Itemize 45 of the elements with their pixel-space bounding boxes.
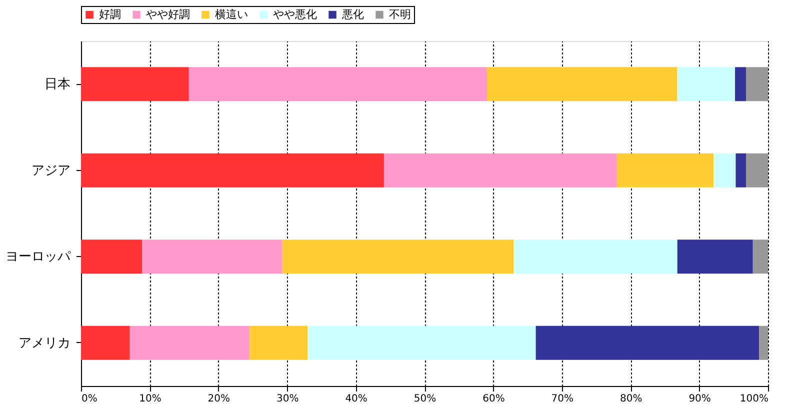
bar — [735, 67, 746, 102]
legend-label: 不明 — [389, 8, 411, 21]
x-tick-label: 100% — [740, 394, 768, 404]
y-tick-label: ヨーロッパ — [6, 250, 72, 265]
x-tick-label: 60% — [482, 394, 505, 404]
bar — [677, 67, 736, 102]
bar — [752, 240, 768, 274]
legend-label: やや悪化 — [273, 8, 317, 21]
bar — [81, 326, 130, 360]
bar — [514, 240, 678, 274]
bar — [746, 153, 768, 188]
bar — [81, 67, 189, 102]
legend-label: やや好調 — [146, 8, 190, 21]
y-tick-label: アジア — [32, 163, 70, 178]
x-tick-label: 10% — [139, 394, 162, 404]
bar — [142, 240, 282, 274]
bar — [130, 326, 250, 360]
bar — [677, 240, 753, 274]
bar — [188, 67, 488, 102]
x-tick-label: 30% — [276, 394, 299, 404]
bar — [487, 67, 678, 102]
legend-label: 悪化 — [341, 8, 364, 21]
x-tick-label: 20% — [208, 394, 230, 404]
x-tick-label: 40% — [345, 394, 368, 404]
y-tick-label: 日本 — [44, 77, 70, 92]
bar — [714, 153, 736, 188]
bar — [616, 153, 714, 188]
legend-label: 好調 — [99, 8, 121, 21]
bar — [536, 326, 760, 360]
y-tick-label: アメリカ — [18, 336, 70, 351]
bar — [81, 153, 384, 188]
bar — [384, 153, 617, 188]
x-tick-label: 90% — [688, 394, 711, 404]
bar — [249, 326, 308, 360]
x-tick-label: 80% — [620, 394, 642, 404]
x-tick-label: 70% — [551, 394, 574, 404]
bar — [746, 67, 768, 102]
bar — [282, 240, 514, 274]
x-tick-label: 0% — [82, 394, 98, 404]
x-tick-label: 50% — [414, 394, 436, 404]
bar — [759, 326, 768, 360]
bar — [81, 240, 142, 274]
bar — [736, 153, 746, 188]
bar — [308, 326, 536, 360]
legend-label: 横這い — [215, 8, 248, 21]
